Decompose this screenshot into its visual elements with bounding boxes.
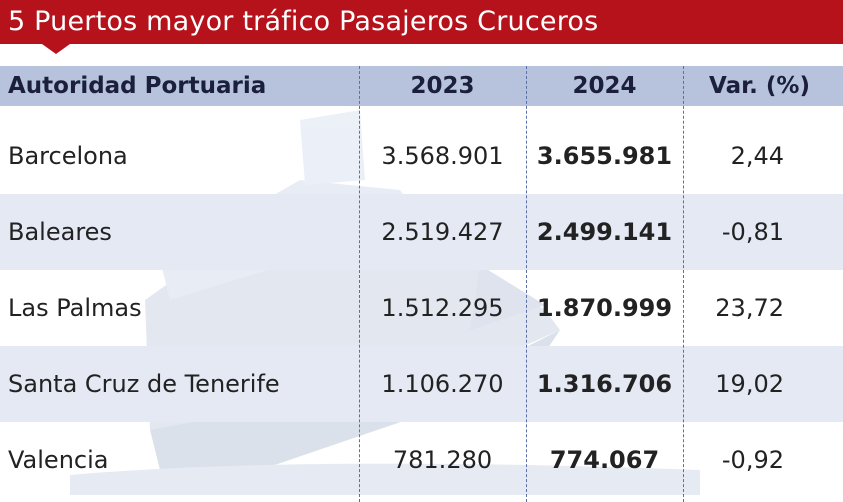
row-name: Baleares <box>8 218 112 246</box>
header-autoridad: Autoridad Portuaria <box>8 73 267 99</box>
table-row: Baleares 2.519.427 2.499.141 -0,81 <box>0 194 843 270</box>
table-row: Barcelona 3.568.901 3.655.981 2,44 <box>0 118 843 194</box>
column-divider <box>359 66 360 502</box>
column-divider <box>683 66 684 502</box>
table-row: Valencia 781.280 774.067 -0,92 <box>0 422 843 498</box>
row-2024: 1.870.999 <box>536 294 673 322</box>
row-2024: 774.067 <box>549 446 660 474</box>
row-var: 23,72 <box>715 294 784 322</box>
header-2023: 2023 <box>410 73 475 99</box>
table-header-row: Autoridad Portuaria 2023 2024 Var. (%) <box>0 66 843 106</box>
row-name: Las Palmas <box>8 294 142 322</box>
header-2024: 2024 <box>572 73 637 99</box>
row-2024: 1.316.706 <box>536 370 673 398</box>
row-var: 2,44 <box>730 142 784 170</box>
column-divider <box>526 66 527 502</box>
row-var: 19,02 <box>715 370 784 398</box>
row-2023: 2.519.427 <box>381 218 504 246</box>
chart-title: 5 Puertos mayor tráfico Pasajeros Crucer… <box>0 0 843 44</box>
table-row: Santa Cruz de Tenerife 1.106.270 1.316.7… <box>0 346 843 422</box>
header-var: Var. (%) <box>709 73 810 99</box>
row-name: Santa Cruz de Tenerife <box>8 370 280 398</box>
row-2023: 781.280 <box>392 446 493 474</box>
row-2023: 3.568.901 <box>381 142 504 170</box>
row-2024: 2.499.141 <box>536 218 673 246</box>
title-notch <box>42 44 70 54</box>
row-var: -0,81 <box>721 218 784 246</box>
row-var: -0,92 <box>721 446 784 474</box>
row-name: Valencia <box>8 446 109 474</box>
row-2024: 3.655.981 <box>536 142 673 170</box>
row-2023: 1.106.270 <box>381 370 504 398</box>
row-2023: 1.512.295 <box>381 294 504 322</box>
table-row: Las Palmas 1.512.295 1.870.999 23,72 <box>0 270 843 346</box>
row-name: Barcelona <box>8 142 128 170</box>
